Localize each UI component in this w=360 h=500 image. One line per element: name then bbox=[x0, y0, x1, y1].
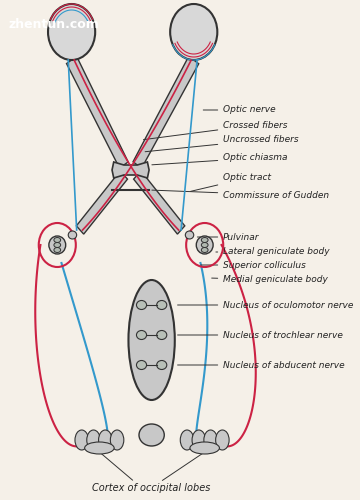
Ellipse shape bbox=[85, 442, 114, 454]
Text: Uncrossed fibers: Uncrossed fibers bbox=[145, 136, 299, 152]
Polygon shape bbox=[134, 171, 185, 234]
Text: Medial geniculate body: Medial geniculate body bbox=[212, 276, 328, 284]
Text: Nucleus of oculomotor nerve: Nucleus of oculomotor nerve bbox=[177, 300, 354, 310]
Ellipse shape bbox=[204, 430, 217, 450]
Ellipse shape bbox=[99, 430, 112, 450]
Ellipse shape bbox=[54, 248, 60, 252]
Polygon shape bbox=[112, 162, 149, 178]
Ellipse shape bbox=[216, 430, 229, 450]
Ellipse shape bbox=[201, 248, 208, 252]
Ellipse shape bbox=[49, 236, 66, 254]
Text: Optic chiasma: Optic chiasma bbox=[152, 154, 288, 165]
Ellipse shape bbox=[129, 280, 175, 400]
Ellipse shape bbox=[87, 430, 100, 450]
Ellipse shape bbox=[136, 300, 147, 310]
Text: Optic nerve: Optic nerve bbox=[203, 106, 276, 114]
Ellipse shape bbox=[139, 424, 164, 446]
Polygon shape bbox=[133, 56, 199, 168]
Ellipse shape bbox=[180, 430, 194, 450]
Circle shape bbox=[170, 4, 217, 60]
Text: Optic tract: Optic tract bbox=[190, 174, 271, 192]
Polygon shape bbox=[67, 56, 128, 168]
Ellipse shape bbox=[111, 430, 124, 450]
Text: Crossed fibers: Crossed fibers bbox=[143, 120, 288, 140]
Ellipse shape bbox=[196, 236, 213, 254]
Ellipse shape bbox=[75, 430, 89, 450]
Ellipse shape bbox=[185, 231, 194, 239]
Text: zhentun.com: zhentun.com bbox=[8, 18, 99, 32]
Text: Commissure of Gudden: Commissure of Gudden bbox=[152, 190, 329, 200]
Text: Superior colliculus: Superior colliculus bbox=[201, 260, 306, 270]
Text: Lateral geniculate body: Lateral geniculate body bbox=[216, 248, 330, 256]
Text: Nucleus of abducent nerve: Nucleus of abducent nerve bbox=[177, 360, 345, 370]
Text: Cortex of occipital lobes: Cortex of occipital lobes bbox=[93, 483, 211, 493]
Ellipse shape bbox=[54, 238, 60, 242]
Text: Nucleus of trochlear nerve: Nucleus of trochlear nerve bbox=[177, 330, 343, 340]
Ellipse shape bbox=[201, 242, 208, 248]
Ellipse shape bbox=[136, 330, 147, 340]
Ellipse shape bbox=[201, 238, 208, 242]
Ellipse shape bbox=[192, 430, 206, 450]
Ellipse shape bbox=[54, 242, 60, 248]
Polygon shape bbox=[76, 171, 127, 234]
Ellipse shape bbox=[157, 330, 167, 340]
Ellipse shape bbox=[136, 360, 147, 370]
Ellipse shape bbox=[190, 442, 220, 454]
Ellipse shape bbox=[157, 300, 167, 310]
Ellipse shape bbox=[157, 360, 167, 370]
Circle shape bbox=[48, 4, 95, 60]
Ellipse shape bbox=[68, 231, 77, 239]
Text: Pulvinar: Pulvinar bbox=[197, 232, 260, 241]
